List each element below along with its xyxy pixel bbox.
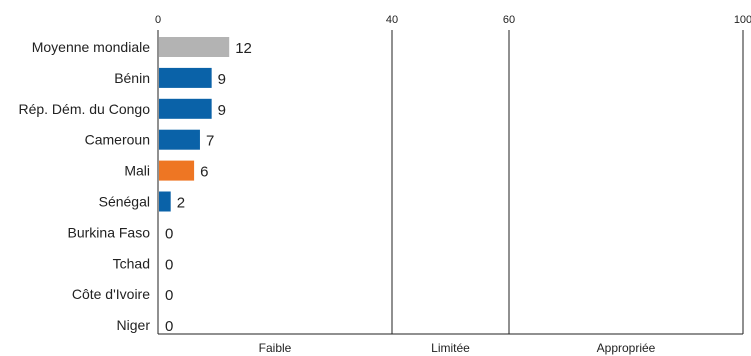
bar <box>159 129 200 150</box>
data-label: 0 <box>165 256 173 273</box>
data-label: 6 <box>200 164 208 181</box>
data-label: 2 <box>177 195 185 212</box>
bar <box>159 191 171 212</box>
bar <box>159 160 195 181</box>
grid-layer <box>157 30 744 335</box>
category-label: Tchad <box>113 255 150 271</box>
data-label: 12 <box>235 40 252 57</box>
x-tick-label: 60 <box>503 14 515 26</box>
data-label: 9 <box>218 102 226 119</box>
data-label: 0 <box>165 318 173 335</box>
category-label: Sénégal <box>99 194 150 210</box>
data-label: 0 <box>165 287 173 304</box>
x-tick-label: 0 <box>155 14 161 26</box>
category-label: Burkina Faso <box>68 224 151 240</box>
data-label: 0 <box>165 225 173 242</box>
band-label: Limitée <box>431 341 470 355</box>
category-label: Côte d'Ivoire <box>72 286 150 302</box>
bar <box>159 98 212 119</box>
data-label: 7 <box>206 133 214 150</box>
category-label: Bénin <box>114 70 150 86</box>
band-label: Appropriée <box>597 341 656 355</box>
bar <box>159 37 230 57</box>
category-label: Cameroun <box>85 132 150 148</box>
bar <box>159 67 212 88</box>
category-label: Mali <box>124 163 150 179</box>
category-label: Rép. Dém. du Congo <box>18 101 150 117</box>
band-label: Faible <box>259 341 292 355</box>
category-label: Niger <box>117 317 151 333</box>
data-label: 9 <box>218 71 226 88</box>
x-tick-label: 40 <box>386 14 398 26</box>
category-label: Moyenne mondiale <box>32 39 151 55</box>
bars-layer <box>159 37 230 212</box>
x-tick-label: 100 <box>734 14 751 26</box>
